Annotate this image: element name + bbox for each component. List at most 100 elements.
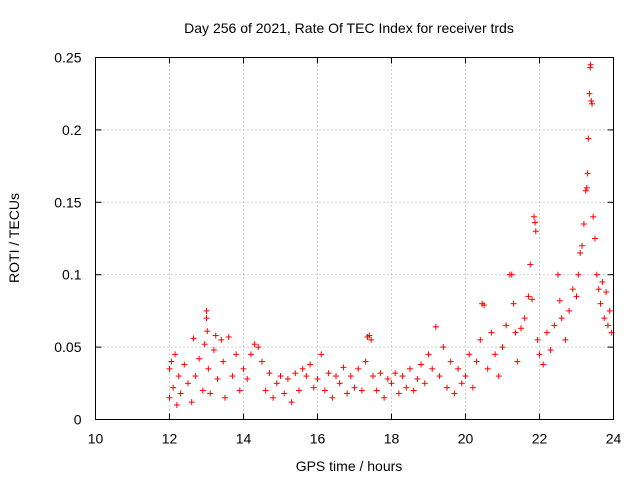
x-tick-label: 10 bbox=[88, 431, 104, 447]
data-point bbox=[534, 336, 541, 343]
data-point bbox=[366, 332, 373, 339]
data-point bbox=[556, 297, 563, 304]
data-point bbox=[299, 365, 306, 372]
data-point bbox=[530, 213, 537, 220]
data-point bbox=[477, 336, 484, 343]
data-point bbox=[566, 307, 573, 314]
data-point bbox=[220, 358, 227, 365]
x-tick-label: 20 bbox=[458, 431, 474, 447]
data-point bbox=[192, 373, 199, 380]
data-point bbox=[589, 100, 596, 107]
data-point bbox=[599, 278, 606, 285]
data-point bbox=[512, 329, 519, 336]
data-point bbox=[199, 387, 206, 394]
data-point bbox=[508, 271, 515, 278]
data-point bbox=[547, 346, 554, 353]
data-point bbox=[484, 365, 491, 372]
data-point bbox=[586, 90, 593, 97]
y-tick-label: 0 bbox=[74, 412, 82, 428]
x-tick-label: 16 bbox=[310, 431, 326, 447]
data-point bbox=[444, 384, 450, 391]
data-point bbox=[255, 344, 262, 351]
data-point bbox=[355, 365, 362, 372]
data-point bbox=[321, 387, 328, 394]
x-tick-label: 22 bbox=[532, 431, 548, 447]
data-point bbox=[310, 384, 317, 391]
data-point bbox=[381, 394, 388, 401]
data-point bbox=[399, 373, 406, 380]
data-point bbox=[458, 380, 465, 387]
data-point bbox=[177, 390, 184, 397]
x-axis-label: GPS time / hours bbox=[296, 458, 403, 474]
data-point bbox=[575, 271, 582, 278]
data-point bbox=[251, 341, 258, 348]
data-point bbox=[207, 390, 214, 397]
data-point bbox=[588, 97, 595, 104]
plot-frame bbox=[95, 57, 614, 420]
data-point bbox=[579, 242, 586, 249]
data-point bbox=[284, 375, 291, 382]
data-point bbox=[606, 307, 613, 314]
data-point bbox=[407, 365, 413, 372]
data-point bbox=[325, 370, 332, 377]
data-point bbox=[175, 373, 182, 380]
data-point bbox=[181, 361, 188, 368]
data-point bbox=[307, 361, 314, 368]
data-point bbox=[555, 271, 561, 278]
chart-title: Day 256 of 2021, Rate Of TEC Index for r… bbox=[184, 20, 514, 36]
data-point bbox=[303, 373, 310, 380]
data-point bbox=[414, 375, 421, 382]
data-point bbox=[583, 184, 590, 191]
data-point bbox=[551, 322, 558, 329]
data-point bbox=[222, 394, 228, 401]
data-point bbox=[351, 384, 358, 391]
data-point bbox=[436, 373, 443, 380]
data-point bbox=[440, 344, 447, 351]
data-point bbox=[340, 364, 347, 371]
data-point bbox=[421, 380, 428, 387]
data-point bbox=[527, 261, 534, 268]
data-point bbox=[166, 365, 173, 372]
data-point bbox=[543, 329, 550, 336]
axis-ticks: 10 12 14 16 18 20 22 24 0 0.05 0.1 0.15 0.2 0.25 bbox=[54, 50, 621, 447]
y-tick-label: 0.25 bbox=[54, 50, 81, 66]
data-point bbox=[590, 213, 597, 220]
data-point bbox=[532, 219, 539, 226]
x-tick-label: 12 bbox=[162, 431, 178, 447]
data-point bbox=[277, 373, 284, 380]
y-tick-label: 0.05 bbox=[54, 339, 81, 355]
data-point bbox=[212, 332, 219, 339]
data-point bbox=[473, 358, 480, 365]
data-point bbox=[196, 355, 203, 362]
y-tick-label: 0.1 bbox=[62, 267, 82, 283]
data-point bbox=[592, 235, 598, 242]
data-point bbox=[529, 296, 536, 303]
data-point bbox=[288, 399, 295, 406]
data-point bbox=[584, 170, 591, 177]
data-point bbox=[492, 351, 499, 358]
data-point bbox=[388, 380, 395, 387]
data-point bbox=[281, 390, 288, 397]
data-point bbox=[540, 361, 547, 368]
data-point bbox=[525, 293, 532, 300]
data-point bbox=[172, 351, 179, 358]
data-point bbox=[432, 323, 439, 330]
data-point bbox=[462, 373, 469, 380]
data-point bbox=[368, 336, 375, 343]
data-point bbox=[403, 384, 410, 391]
data-point bbox=[190, 335, 197, 342]
data-point bbox=[384, 375, 391, 382]
data-point bbox=[240, 365, 247, 372]
data-point bbox=[204, 328, 211, 335]
data-point bbox=[577, 249, 584, 256]
data-point bbox=[166, 394, 173, 401]
data-point bbox=[266, 370, 273, 377]
data-point bbox=[418, 361, 425, 368]
data-point bbox=[425, 351, 432, 358]
data-point bbox=[503, 322, 510, 329]
data-point bbox=[455, 365, 462, 372]
data-point bbox=[569, 286, 576, 293]
data-point bbox=[205, 365, 212, 372]
data-point bbox=[262, 387, 269, 394]
data-point bbox=[188, 399, 195, 406]
